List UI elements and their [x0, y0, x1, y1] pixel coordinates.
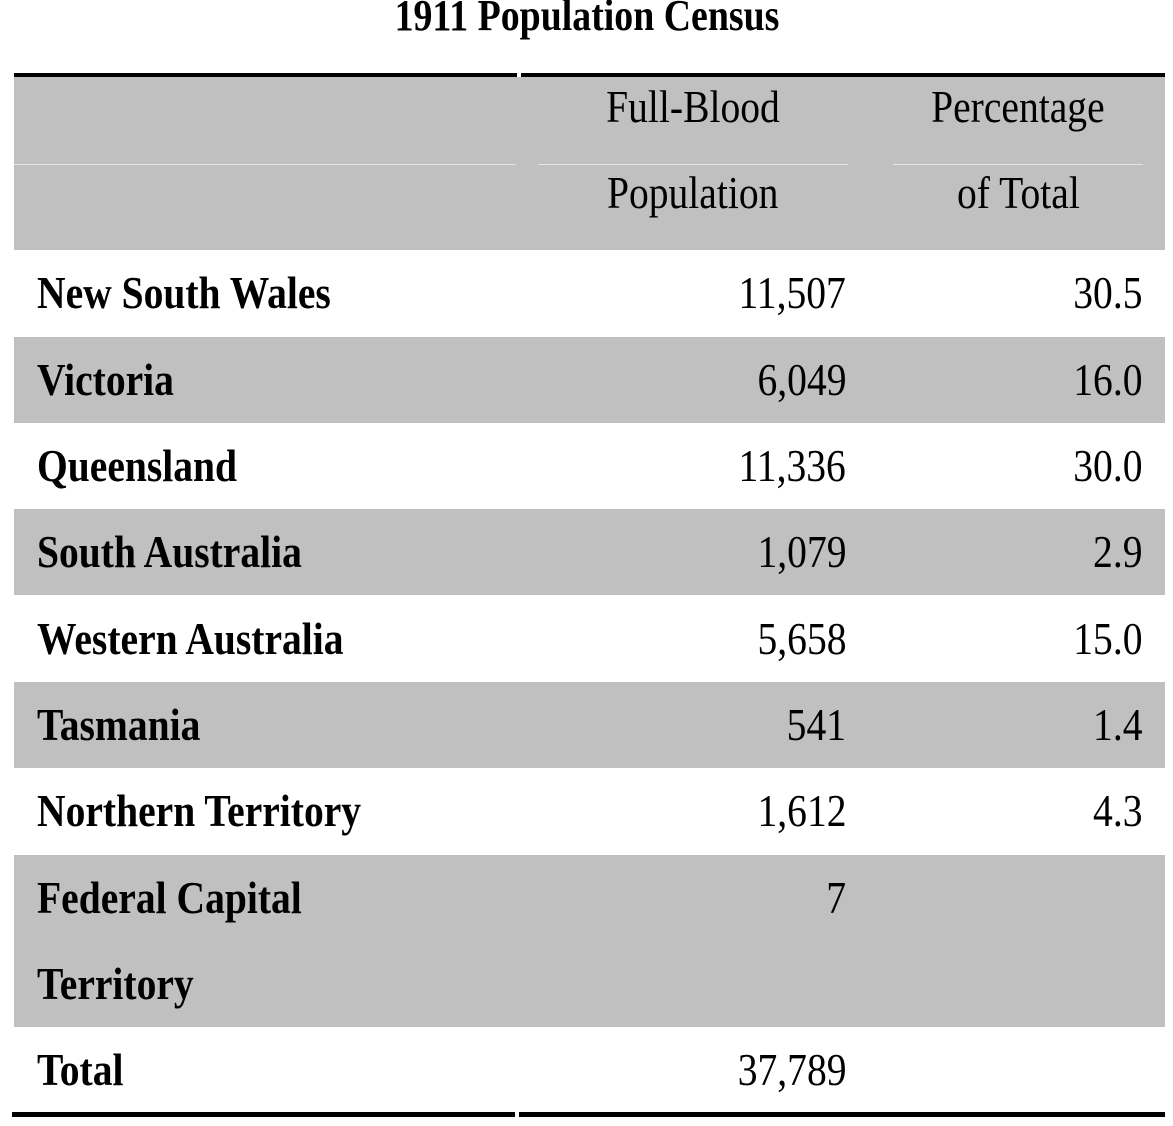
- table-row: Federal Capital Territory 7: [14, 855, 1165, 1027]
- table-row: Tasmania 541 1.4: [14, 682, 1165, 768]
- header-separator: [893, 164, 1143, 165]
- population-cell: 5,658: [756, 613, 846, 664]
- percentage-cell: 1.4: [1092, 699, 1142, 750]
- table-row: Northern Territory 1,612 4.3: [14, 768, 1165, 854]
- percentage-cell: [894, 855, 1142, 941]
- region-cell: Victoria: [37, 354, 174, 405]
- region-cell: South Australia: [37, 526, 302, 577]
- region-cell: Queensland: [37, 440, 238, 491]
- table-row: Western Australia 5,658 15.0: [14, 596, 1165, 682]
- population-cell: 541: [786, 699, 846, 750]
- population-cell: 11,336: [738, 440, 846, 491]
- population-cell: 1,612: [756, 785, 846, 836]
- table-row: Victoria 6,049 16.0: [14, 337, 1165, 423]
- top-rule: [14, 73, 1165, 77]
- region-cell: Federal Capital Territory: [37, 872, 302, 1009]
- population-cell: 1,079: [756, 526, 846, 577]
- percentage-cell: 30.0: [1072, 440, 1142, 491]
- region-cell: Northern Territory: [37, 785, 362, 836]
- table-row: Queensland 11,336 30.0: [14, 423, 1165, 509]
- region-cell: Tasmania: [37, 699, 201, 750]
- table-header: [14, 77, 1165, 250]
- population-cell: 6,049: [756, 354, 846, 405]
- header-population-line2: Population: [607, 167, 779, 218]
- bottom-rule: [12, 1112, 1165, 1117]
- percentage-cell: 30.5: [1072, 267, 1142, 318]
- percentage-cell: [894, 1027, 1142, 1113]
- region-cell: New South Wales: [37, 267, 331, 318]
- population-cell: 37,789: [737, 1044, 846, 1095]
- percentage-cell: 15.0: [1072, 613, 1142, 664]
- table-row: New South Wales 11,507 30.5: [14, 250, 1165, 336]
- header-percentage-line2: of Total: [956, 167, 1080, 218]
- percentage-cell: 4.3: [1092, 785, 1142, 836]
- header-separator: [14, 164, 516, 165]
- header-separator: [538, 164, 848, 165]
- region-cell: Total: [37, 1044, 124, 1095]
- header-percentage-line1: Percentage: [931, 81, 1105, 132]
- table-row: South Australia 1,079 2.9: [14, 509, 1165, 595]
- population-cell: 7: [826, 872, 846, 923]
- percentage-cell: 16.0: [1072, 354, 1142, 405]
- table-row-total: Total 37,789: [14, 1027, 1165, 1113]
- population-cell: 11,507: [738, 267, 846, 318]
- region-cell: Western Australia: [37, 613, 344, 664]
- table-title: 1911 Population Census: [394, 0, 780, 40]
- percentage-cell: 2.9: [1092, 526, 1142, 577]
- header-population-line1: Full-Blood: [606, 81, 780, 132]
